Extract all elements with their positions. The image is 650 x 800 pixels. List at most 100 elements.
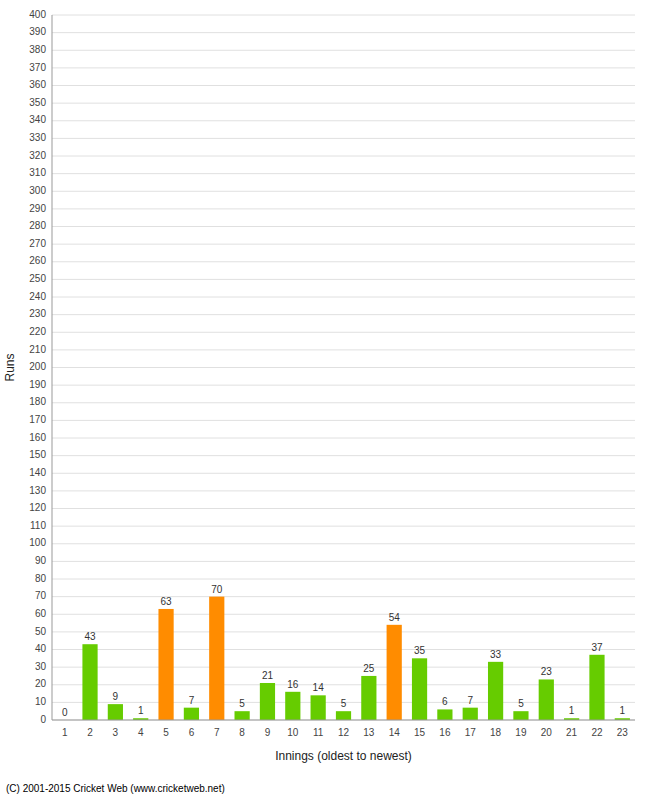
data-label: 23 (541, 666, 553, 677)
grid-line (52, 156, 635, 157)
y-tick-label: 140 (29, 467, 46, 478)
y-tick-label: 60 (35, 608, 47, 619)
grid-line (52, 244, 635, 245)
x-tick-label: 4 (138, 727, 144, 738)
bar (184, 708, 199, 720)
y-axis-line (52, 15, 53, 720)
data-labels: 04391637705211614525543567335231371 (62, 584, 626, 718)
y-tick-label: 370 (29, 62, 46, 73)
x-tick-label: 15 (414, 727, 426, 738)
grid-line (52, 67, 635, 68)
data-label: 5 (239, 698, 245, 709)
data-label: 54 (389, 612, 401, 623)
y-tick-label: 300 (29, 185, 46, 196)
x-tick-label: 17 (465, 727, 477, 738)
x-tick-label: 21 (566, 727, 578, 738)
y-tick-label: 10 (35, 696, 47, 707)
y-tick-label: 400 (29, 9, 46, 20)
y-tick-label: 150 (29, 449, 46, 460)
x-tick-label: 18 (490, 727, 502, 738)
footer: (C) 2001-2015 Cricket Web (www.cricketwe… (6, 783, 225, 794)
data-label: 7 (467, 695, 473, 706)
y-tick-label: 50 (35, 626, 47, 637)
data-label: 33 (490, 649, 502, 660)
y-tick-label: 340 (29, 114, 46, 125)
y-tick-label: 90 (35, 555, 47, 566)
x-tick-label: 13 (363, 727, 375, 738)
chart: 0102030405060708090100110120130140150160… (0, 0, 650, 800)
y-tick-label: 170 (29, 414, 46, 425)
grid-line (52, 208, 635, 209)
bar (260, 683, 275, 720)
bar (235, 711, 250, 720)
y-tick-label: 100 (29, 537, 46, 548)
y-tick-label: 0 (40, 714, 46, 725)
y-tick-label: 70 (35, 590, 47, 601)
page: {"chart_data": {"type": "bar", "xlabel":… (0, 0, 650, 800)
bar (361, 676, 376, 720)
bar (412, 658, 427, 720)
grid-line (52, 455, 635, 456)
data-label: 37 (591, 642, 603, 653)
grid-line (52, 261, 635, 262)
bar (285, 692, 300, 720)
y-tick-label: 30 (35, 661, 47, 672)
y-tick-label: 130 (29, 485, 46, 496)
grid-line (52, 50, 635, 51)
bar (387, 625, 402, 720)
data-label: 5 (518, 698, 524, 709)
grid-line (52, 508, 635, 509)
grid-line (52, 420, 635, 421)
grid-line (52, 120, 635, 121)
bar (336, 711, 351, 720)
data-label: 6 (442, 696, 448, 707)
x-tick-label: 2 (87, 727, 93, 738)
bar (311, 695, 326, 720)
y-axis-title: Runs (3, 353, 17, 381)
x-tick-label: 16 (439, 727, 451, 738)
y-tick-label: 190 (29, 379, 46, 390)
y-tick-label: 110 (30, 520, 46, 531)
grid-line (52, 596, 635, 597)
grid-line (52, 103, 635, 104)
grid-line (52, 173, 635, 174)
bar (108, 704, 123, 720)
bar (513, 711, 528, 720)
grid-line (52, 226, 635, 227)
grid-line (52, 314, 635, 315)
x-tick-label: 5 (163, 727, 169, 738)
y-tick-label: 260 (29, 255, 46, 266)
data-label: 43 (84, 631, 96, 642)
y-tick-label: 310 (29, 167, 46, 178)
bar (488, 662, 503, 720)
x-tick-label: 8 (239, 727, 245, 738)
y-tick-label: 160 (29, 432, 46, 443)
y-tick-label: 270 (29, 238, 46, 249)
bar (463, 708, 478, 720)
x-tick-label: 23 (617, 727, 629, 738)
grid-line (52, 490, 635, 491)
grid-line (52, 15, 635, 16)
bar (158, 609, 173, 720)
grid-line (52, 279, 635, 280)
x-tick-label: 11 (313, 727, 324, 738)
y-tick-label: 320 (29, 150, 46, 161)
y-tick-label: 200 (29, 361, 46, 372)
x-tick-label: 20 (541, 727, 553, 738)
x-tick-label: 6 (189, 727, 195, 738)
grid-line (52, 332, 635, 333)
y-tick-label: 380 (29, 44, 46, 55)
bars (82, 597, 630, 720)
x-tick-label: 1 (62, 727, 68, 738)
data-label: 16 (287, 679, 299, 690)
data-label: 63 (161, 596, 173, 607)
grid-line (52, 402, 635, 403)
y-tick-label: 390 (29, 26, 46, 37)
grid-line (52, 32, 635, 33)
x-tick-label: 7 (214, 727, 220, 738)
grid-line (52, 297, 635, 298)
grid-line (52, 631, 635, 632)
y-tick-label: 350 (29, 97, 46, 108)
bar (539, 679, 554, 720)
y-tick-label: 250 (29, 273, 46, 284)
